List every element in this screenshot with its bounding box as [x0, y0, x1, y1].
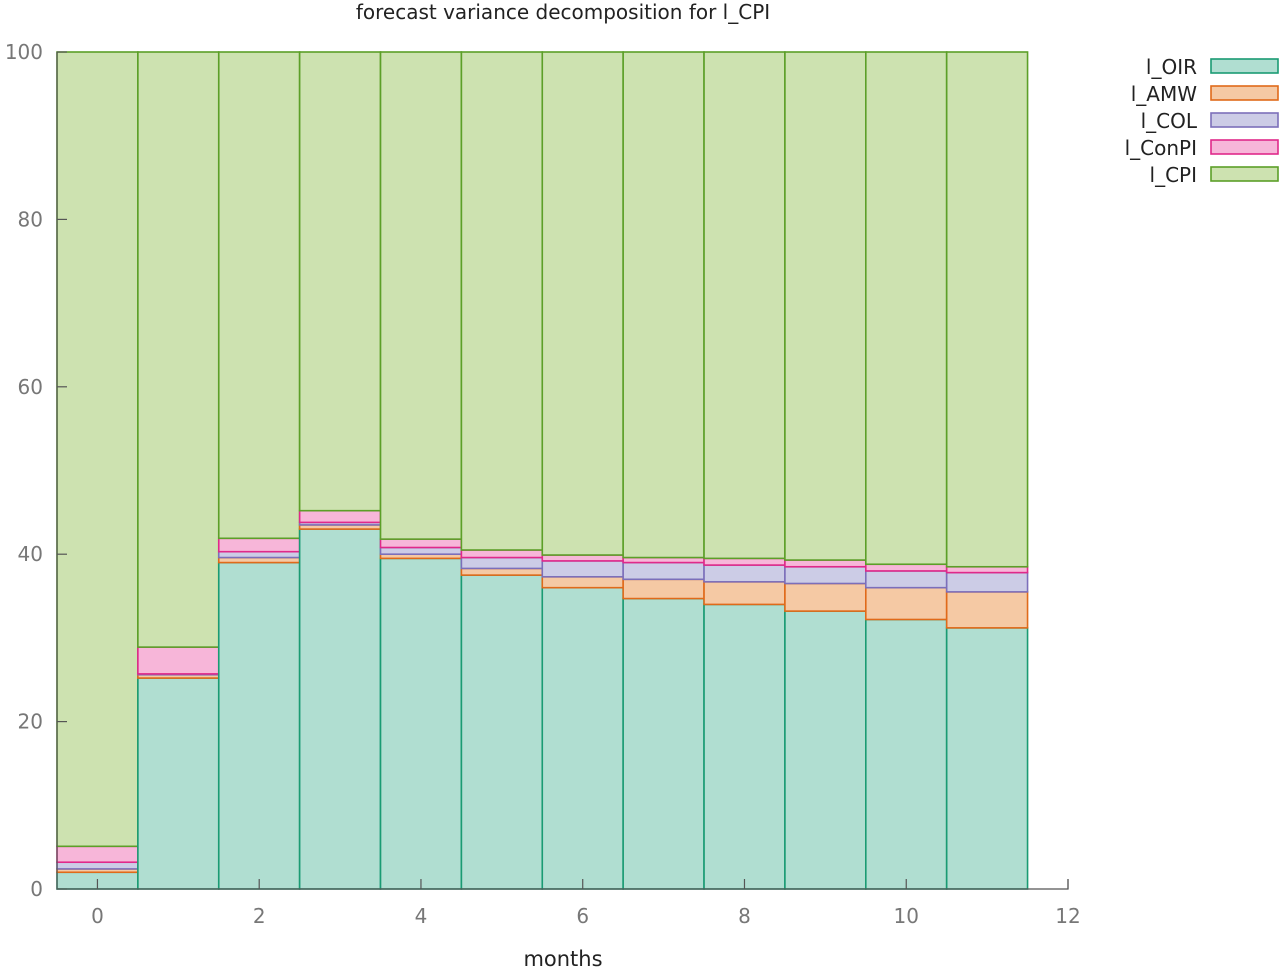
bar-l_ConPI-9: [784, 559, 867, 568]
y-tick-label: 20: [18, 710, 43, 734]
y-ticks: 0 20 40 60 80 100: [5, 40, 67, 901]
bar-l_ConPI-3: [298, 509, 382, 524]
bar-l_COL-0: [56, 861, 139, 870]
bar-l_CPI-7: [622, 51, 705, 559]
legend-swatch-l_ConPI: [1210, 139, 1279, 155]
bar-l_AMW-7: [622, 578, 705, 600]
y-tick-label: 40: [18, 542, 43, 566]
bar-l_OIR-11: [945, 627, 1029, 890]
bar-l_COL-9: [784, 565, 867, 585]
bar-l_ConPI-11: [945, 565, 1029, 574]
bar-l_CPI-8: [703, 51, 786, 560]
bar-l_CPI-9: [784, 51, 867, 561]
bar-l_OIR-7: [622, 597, 705, 890]
bar-l_OIR-2: [217, 561, 301, 890]
x-axis-label: months: [523, 947, 602, 967]
bar-l_COL-8: [703, 564, 786, 583]
legend-label-l_OIR: l_OIR: [1146, 55, 1197, 79]
bar-l_CPI-4: [379, 51, 463, 540]
bar-l_OIR-5: [460, 574, 544, 890]
bar-l_OIR-8: [703, 603, 786, 890]
bar-l_ConPI-10: [864, 563, 948, 572]
bar-l_AMW-6: [541, 575, 624, 589]
bar-l_AMW-5: [460, 567, 544, 576]
y-tick-label: 60: [18, 375, 43, 399]
bar-l_ConPI-1: [137, 646, 220, 675]
bar-l_COL-4: [379, 546, 463, 556]
bar-l_ConPI-6: [541, 554, 624, 562]
bar-l_CPI-1: [137, 51, 220, 648]
x-tick-label: 12: [1055, 904, 1080, 928]
bar-l_COL-11: [945, 571, 1029, 593]
bar-l_CPI-2: [217, 51, 301, 540]
bar-l_ConPI-0: [56, 845, 139, 864]
bar-l_ConPI-4: [379, 538, 463, 549]
bar-l_OIR-9: [784, 610, 867, 890]
bar-l_AMW-11: [945, 591, 1029, 629]
bar-l_OIR-6: [541, 586, 624, 890]
y-tick-label: 80: [18, 207, 43, 231]
bar-l_COL-6: [541, 560, 624, 578]
y-tick-label: 100: [5, 40, 43, 64]
bar-l_COL-10: [864, 570, 948, 589]
bars-layer: [56, 51, 1029, 890]
bar-l_ConPI-5: [460, 549, 544, 559]
bar-l_OIR-4: [379, 557, 463, 890]
bar-l_OIR-10: [864, 618, 948, 890]
bar-l_COL-7: [622, 561, 705, 581]
bar-l_ConPI-8: [703, 557, 786, 566]
bar-l_CPI-0: [56, 51, 139, 848]
legend-swatch-l_AMW: [1210, 85, 1279, 101]
legend-swatch-l_OIR: [1210, 58, 1279, 74]
legend-label-l_ConPI: l_ConPI: [1125, 136, 1197, 160]
bar-l_CPI-10: [864, 51, 948, 566]
bar-l_AMW-10: [864, 586, 948, 621]
legend-swatch-l_CPI: [1210, 166, 1279, 182]
bar-l_CPI-5: [460, 51, 544, 551]
x-tick-label: 6: [576, 904, 589, 928]
x-ticks: 0 2 4 6 8 10 12: [91, 879, 1081, 928]
x-tick-label: 2: [253, 904, 266, 928]
x-tick-label: 10: [894, 904, 919, 928]
bar-l_ConPI-2: [217, 537, 301, 553]
legend-label-l_AMW: l_AMW: [1131, 82, 1197, 106]
legend-swatch-l_COL: [1210, 112, 1279, 128]
y-tick-label: 0: [30, 877, 43, 901]
bar-l_COL-2: [217, 550, 301, 559]
bar-l_OIR-3: [298, 528, 382, 890]
bar-l_CPI-11: [945, 51, 1029, 568]
legend-label-l_COL: l_COL: [1141, 109, 1198, 133]
legend-label-l_CPI: l_CPI: [1150, 163, 1197, 187]
bar-l_AMW-9: [784, 582, 867, 612]
chart-title: forecast variance decomposition for l_CP…: [356, 0, 770, 24]
x-tick-label: 0: [91, 904, 104, 928]
bar-l_AMW-8: [703, 581, 786, 606]
bar-l_CPI-6: [541, 51, 624, 556]
legend: l_OIR l_AMW l_COL l_ConPI l_CPI: [1125, 55, 1279, 187]
x-tick-label: 8: [738, 904, 751, 928]
x-tick-label: 4: [415, 904, 428, 928]
bar-l_OIR-1: [137, 677, 220, 890]
bar-l_COL-5: [460, 556, 544, 570]
bar-l_CPI-3: [298, 51, 382, 512]
